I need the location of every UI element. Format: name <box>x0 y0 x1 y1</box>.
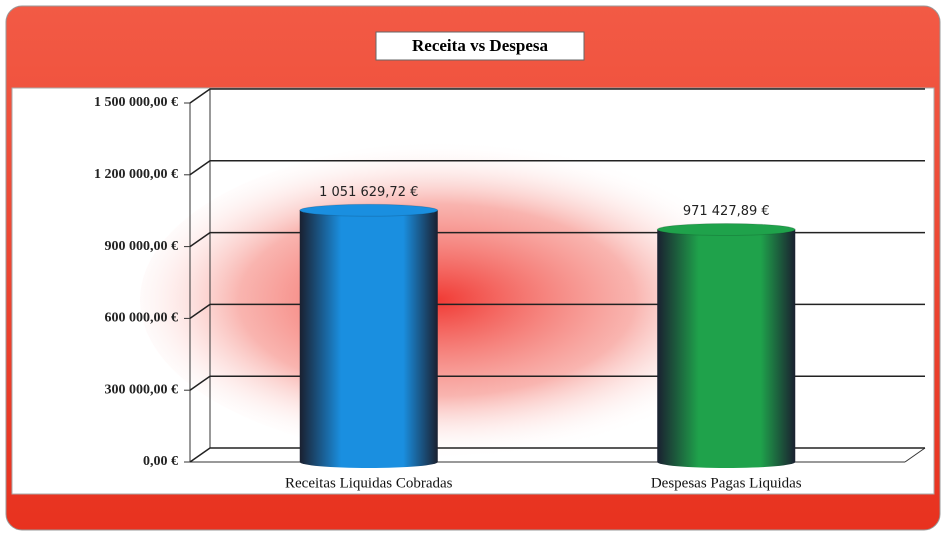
y-tick-label: 300 000,00 € <box>105 382 179 397</box>
data-label: 1 051 629,72 € <box>319 185 418 200</box>
bar-top <box>299 203 439 217</box>
title-box <box>375 31 585 61</box>
y-tick-label: 1 200 000,00 € <box>94 167 178 182</box>
grid-line <box>189 160 925 176</box>
chart-title: Receita vs Despesa <box>412 36 548 55</box>
x-tick-label: Despesas Pagas Liquidas <box>651 475 802 491</box>
y-tick-label: 600 000,00 € <box>105 311 179 326</box>
bar-top <box>656 223 796 237</box>
bar <box>299 210 438 462</box>
y-tick-label: 1 500 000,00 € <box>94 95 178 110</box>
x-tick-label: Receitas Liquidas Cobradas <box>285 475 453 491</box>
x-axis-depth <box>904 447 926 463</box>
data-label: 971 427,89 € <box>683 204 770 219</box>
grid-line <box>189 88 925 104</box>
y-tick-label: 900 000,00 € <box>105 239 179 254</box>
y-tick-label: 0,00 € <box>143 454 178 469</box>
bar <box>657 229 796 462</box>
